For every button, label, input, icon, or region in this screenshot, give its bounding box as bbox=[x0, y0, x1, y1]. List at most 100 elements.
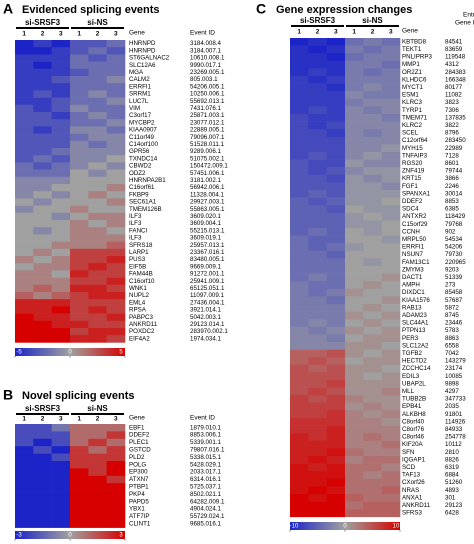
heatmap-cell bbox=[381, 76, 401, 84]
heatmap-cell bbox=[326, 342, 346, 350]
heatmap-cell bbox=[381, 311, 401, 320]
heatmap-cell bbox=[326, 266, 346, 274]
heatmap-cell bbox=[70, 490, 89, 499]
heatmap-cell bbox=[106, 234, 126, 242]
heatmap-cell bbox=[15, 263, 34, 271]
heatmap-cell bbox=[345, 364, 364, 373]
panel-title: Gene expression changes bbox=[276, 4, 412, 16]
gene-label: FGF1 bbox=[402, 183, 418, 190]
gene-label: MRPL50 bbox=[402, 236, 427, 243]
heatmap-cell bbox=[345, 448, 364, 457]
heatmap-cell bbox=[308, 121, 327, 130]
heatmap-cell bbox=[88, 104, 107, 113]
heatmap-cell bbox=[106, 47, 126, 55]
heatmap-cell bbox=[33, 205, 52, 214]
heatmap-cell bbox=[381, 182, 401, 191]
heatmap-cell bbox=[33, 490, 52, 499]
heatmap-cell bbox=[381, 387, 401, 396]
heatmap-cell bbox=[70, 83, 89, 91]
group-label: si-SRSF3 bbox=[300, 16, 336, 25]
gene-label: KRT15 bbox=[402, 175, 422, 182]
heatmap-cell bbox=[345, 334, 364, 343]
group-label: si-SRSF3 bbox=[25, 404, 61, 413]
heatmap-cell bbox=[106, 475, 126, 484]
event-id: 10085 bbox=[445, 373, 463, 380]
heatmap-cell bbox=[51, 234, 71, 242]
event-id: 9669.009.1 bbox=[190, 263, 222, 270]
heatmap-cell bbox=[51, 76, 71, 84]
gene-label: C3orf17 bbox=[129, 112, 152, 119]
heatmap-cell bbox=[308, 83, 327, 92]
heatmap-cell bbox=[70, 248, 89, 257]
gene-label: TEKT1 bbox=[402, 46, 422, 53]
heatmap-cell bbox=[33, 424, 52, 432]
heatmap-cell bbox=[106, 256, 126, 264]
heatmap-cell bbox=[326, 182, 346, 191]
heatmap-cell bbox=[88, 490, 107, 499]
heatmap-cell bbox=[345, 174, 364, 183]
gene-label: SRRM1 bbox=[129, 91, 151, 98]
heatmap-cell bbox=[381, 410, 401, 419]
gene-label: CCNH bbox=[402, 228, 420, 235]
heatmap-cell bbox=[70, 76, 89, 84]
gene-label: WNK1 bbox=[129, 285, 147, 292]
gene-label: SFN bbox=[402, 449, 414, 456]
group-bar bbox=[346, 25, 399, 27]
event-id: 4893 bbox=[445, 487, 459, 494]
heatmap-cell bbox=[290, 509, 309, 518]
id-header: Gene ID bbox=[455, 20, 474, 27]
event-id: 118429 bbox=[445, 213, 466, 220]
gene-label: RGS20 bbox=[402, 160, 423, 167]
heatmap-cell bbox=[345, 486, 364, 495]
heatmap-cell bbox=[308, 220, 327, 229]
panel-title: Novel splicing events bbox=[22, 390, 134, 402]
heatmap-cell bbox=[345, 68, 364, 77]
heatmap-cell bbox=[363, 433, 382, 442]
gene-label: ODZ2 bbox=[129, 170, 146, 177]
heatmap-cell bbox=[33, 227, 52, 235]
heatmap-cell bbox=[345, 144, 364, 153]
heatmap-cell bbox=[70, 176, 89, 185]
heatmap-cell bbox=[88, 256, 107, 264]
gene-label: PLD2 bbox=[129, 454, 145, 461]
gene-label: SLC12A2 bbox=[402, 342, 429, 349]
heatmap-cell bbox=[381, 456, 401, 464]
heatmap-cell bbox=[15, 47, 34, 55]
heatmap-cell bbox=[51, 328, 71, 336]
replicate-label: 3 bbox=[389, 29, 393, 36]
heatmap-cell bbox=[51, 184, 71, 192]
replicate-label: 2 bbox=[316, 29, 320, 36]
heatmap-cell bbox=[381, 402, 401, 411]
heatmap-cell bbox=[326, 425, 346, 434]
event-id: 29927.003.1 bbox=[190, 199, 225, 206]
heatmap-cell bbox=[106, 176, 126, 185]
heatmap-cell bbox=[70, 162, 89, 170]
group-label: si-NS bbox=[362, 16, 383, 25]
gene-label: ADAM23 bbox=[402, 312, 427, 319]
heatmap-cell bbox=[381, 395, 401, 404]
heatmap-cell bbox=[308, 76, 327, 84]
heatmap-cell bbox=[33, 140, 52, 149]
heatmap-cell bbox=[51, 306, 71, 314]
heatmap-cell bbox=[326, 220, 346, 229]
heatmap-cell bbox=[326, 478, 346, 487]
gene-label: NUPL2 bbox=[129, 292, 150, 299]
heatmap-cell bbox=[345, 60, 364, 69]
heatmap-cell bbox=[326, 410, 346, 419]
heatmap-cell bbox=[106, 104, 126, 113]
heatmap-cell bbox=[326, 250, 346, 259]
heatmap-cell bbox=[15, 126, 34, 134]
heatmap-cell bbox=[15, 90, 34, 98]
gene-label: MLL bbox=[402, 388, 415, 395]
heatmap-cell bbox=[308, 494, 327, 502]
heatmap-cell bbox=[308, 197, 327, 206]
heatmap-cell bbox=[308, 334, 327, 343]
event-id: 5042.003.1 bbox=[190, 314, 222, 321]
heatmap-cell bbox=[15, 270, 34, 278]
heatmap-cell bbox=[290, 182, 309, 191]
heatmap-cell bbox=[326, 456, 346, 464]
heatmap-cell bbox=[88, 126, 107, 134]
heatmap-cell bbox=[363, 463, 382, 472]
heatmap-cell bbox=[308, 326, 327, 335]
gene-label: GPR56 bbox=[129, 148, 150, 155]
